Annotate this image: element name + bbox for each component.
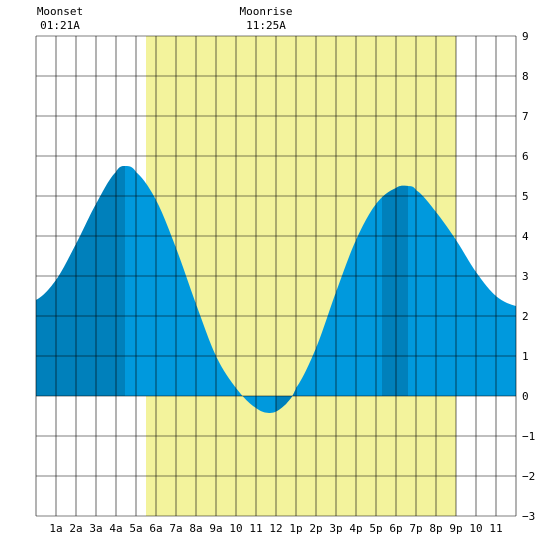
- x-tick-label: 8p: [429, 522, 442, 535]
- x-tick-label: 3p: [329, 522, 342, 535]
- x-tick-label: 5p: [369, 522, 382, 535]
- x-tick-label: 10: [469, 522, 482, 535]
- x-tick-label: 11: [249, 522, 262, 535]
- x-tick-label: 8a: [189, 522, 202, 535]
- y-tick-label: 0: [522, 390, 529, 403]
- x-tick-label: 2a: [69, 522, 82, 535]
- x-tick-label: 9p: [449, 522, 462, 535]
- moon-event-time: 01:21A: [40, 19, 80, 32]
- grid-layer: [35, 35, 517, 517]
- y-tick-label: 9: [522, 30, 529, 43]
- x-tick-label: 10: [229, 522, 242, 535]
- y-tick-label: 1: [522, 350, 529, 363]
- x-tick-label: 4p: [349, 522, 362, 535]
- moon-event-time: 11:25A: [246, 19, 286, 32]
- x-tick-label: 2p: [309, 522, 322, 535]
- y-tick-label: −2: [522, 470, 535, 483]
- x-tick-label: 9a: [209, 522, 222, 535]
- x-tick-label: 7p: [409, 522, 422, 535]
- x-tick-label: 1p: [289, 522, 302, 535]
- x-tick-label: 1a: [49, 522, 62, 535]
- x-tick-label: 6a: [149, 522, 162, 535]
- x-tick-label: 4a: [109, 522, 122, 535]
- y-tick-label: 8: [522, 70, 529, 83]
- moon-event-label: Moonset: [37, 5, 83, 18]
- y-tick-label: 6: [522, 150, 529, 163]
- tide-area-dark-evening: [382, 185, 408, 396]
- y-tick-label: 3: [522, 270, 529, 283]
- x-tick-label: 6p: [389, 522, 402, 535]
- y-tick-label: −3: [522, 510, 535, 523]
- x-tick-label: 5a: [129, 522, 142, 535]
- tide-area-dark-early: [36, 166, 125, 396]
- x-tick-label: 12: [269, 522, 282, 535]
- moon-event-label: Moonrise: [240, 5, 293, 18]
- x-tick-label: 3a: [89, 522, 102, 535]
- y-tick-label: −1: [522, 430, 535, 443]
- y-tick-label: 2: [522, 310, 529, 323]
- y-tick-label: 4: [522, 230, 529, 243]
- x-tick-label: 11: [489, 522, 502, 535]
- y-tick-label: 7: [522, 110, 529, 123]
- y-tick-label: 5: [522, 190, 529, 203]
- tide-area-dark-low: [276, 390, 295, 412]
- x-tick-label: 7a: [169, 522, 182, 535]
